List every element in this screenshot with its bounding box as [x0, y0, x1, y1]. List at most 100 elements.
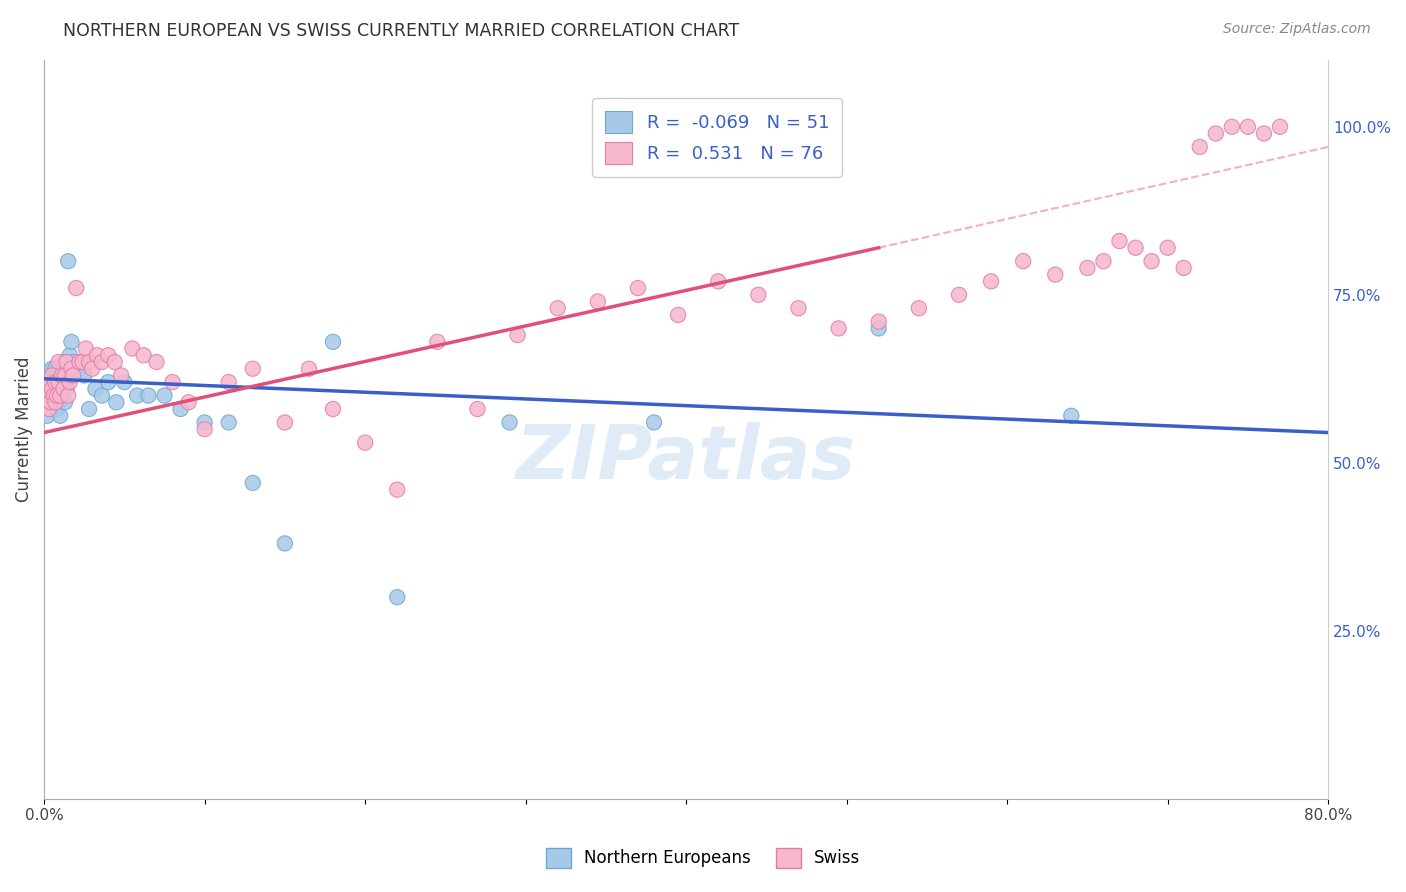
- Point: [666, 308, 689, 322]
- Point: [498, 416, 520, 430]
- Point: [110, 368, 132, 383]
- Point: [51, 368, 73, 383]
- Point: [787, 301, 810, 316]
- Point: [1268, 120, 1291, 134]
- Point: [49, 388, 72, 402]
- Point: [37, 388, 59, 402]
- Text: Source: ZipAtlas.com: Source: ZipAtlas.com: [1223, 22, 1371, 37]
- Point: [274, 416, 297, 430]
- Point: [467, 402, 489, 417]
- Point: [1220, 120, 1243, 134]
- Point: [65, 361, 87, 376]
- Point: [868, 321, 890, 335]
- Point: [1076, 260, 1098, 275]
- Point: [52, 382, 75, 396]
- Point: [67, 355, 90, 369]
- Point: [75, 342, 97, 356]
- Point: [46, 382, 69, 396]
- Point: [747, 287, 769, 301]
- Point: [65, 281, 87, 295]
- Point: [1156, 241, 1178, 255]
- Point: [39, 402, 62, 417]
- Point: [39, 395, 62, 409]
- Text: NORTHERN EUROPEAN VS SWISS CURRENTLY MARRIED CORRELATION CHART: NORTHERN EUROPEAN VS SWISS CURRENTLY MAR…: [63, 22, 740, 40]
- Point: [1045, 268, 1067, 282]
- Point: [35, 395, 58, 409]
- Point: [426, 334, 449, 349]
- Point: [60, 361, 83, 376]
- Point: [1012, 254, 1035, 268]
- Point: [194, 422, 217, 436]
- Point: [138, 388, 160, 402]
- Point: [827, 321, 849, 335]
- Text: ZIPatlas: ZIPatlas: [516, 422, 856, 495]
- Point: [90, 388, 112, 402]
- Point: [37, 375, 59, 389]
- Point: [82, 361, 104, 376]
- Point: [44, 388, 66, 402]
- Point: [41, 388, 63, 402]
- Point: [73, 368, 96, 383]
- Point: [194, 416, 217, 430]
- Y-axis label: Currently Married: Currently Married: [15, 357, 32, 502]
- Point: [97, 375, 120, 389]
- Point: [643, 416, 665, 430]
- Point: [41, 382, 63, 396]
- Point: [49, 409, 72, 423]
- Point: [1253, 127, 1275, 141]
- Point: [42, 395, 65, 409]
- Point: [242, 475, 264, 490]
- Point: [42, 375, 65, 389]
- Point: [177, 395, 200, 409]
- Point: [77, 355, 100, 369]
- Legend: Northern Europeans, Swiss: Northern Europeans, Swiss: [538, 841, 868, 875]
- Point: [354, 435, 377, 450]
- Point: [948, 287, 970, 301]
- Point: [627, 281, 650, 295]
- Point: [97, 348, 120, 362]
- Point: [868, 315, 890, 329]
- Point: [908, 301, 931, 316]
- Point: [169, 402, 191, 417]
- Point: [121, 342, 143, 356]
- Point: [84, 382, 107, 396]
- Point: [48, 355, 70, 369]
- Point: [42, 388, 65, 402]
- Point: [86, 348, 108, 362]
- Point: [105, 395, 128, 409]
- Point: [218, 416, 240, 430]
- Point: [1140, 254, 1163, 268]
- Point: [46, 402, 69, 417]
- Point: [39, 375, 62, 389]
- Point: [52, 355, 75, 369]
- Point: [1237, 120, 1260, 134]
- Point: [55, 382, 77, 396]
- Point: [90, 355, 112, 369]
- Point: [387, 590, 409, 604]
- Point: [49, 382, 72, 396]
- Point: [162, 375, 184, 389]
- Point: [104, 355, 127, 369]
- Point: [1060, 409, 1083, 423]
- Point: [41, 361, 63, 376]
- Point: [60, 334, 83, 349]
- Point: [547, 301, 569, 316]
- Point: [218, 375, 240, 389]
- Point: [1108, 234, 1130, 248]
- Point: [62, 368, 84, 383]
- Point: [44, 395, 66, 409]
- Legend: R =  -0.069   N = 51, R =  0.531   N = 76: R = -0.069 N = 51, R = 0.531 N = 76: [592, 98, 842, 177]
- Point: [53, 395, 76, 409]
- Point: [506, 328, 529, 343]
- Point: [1173, 260, 1195, 275]
- Point: [55, 355, 77, 369]
- Point: [77, 402, 100, 417]
- Point: [67, 361, 90, 376]
- Point: [153, 388, 176, 402]
- Point: [242, 361, 264, 376]
- Point: [44, 361, 66, 376]
- Point: [56, 388, 79, 402]
- Point: [586, 294, 609, 309]
- Point: [37, 409, 59, 423]
- Point: [62, 355, 84, 369]
